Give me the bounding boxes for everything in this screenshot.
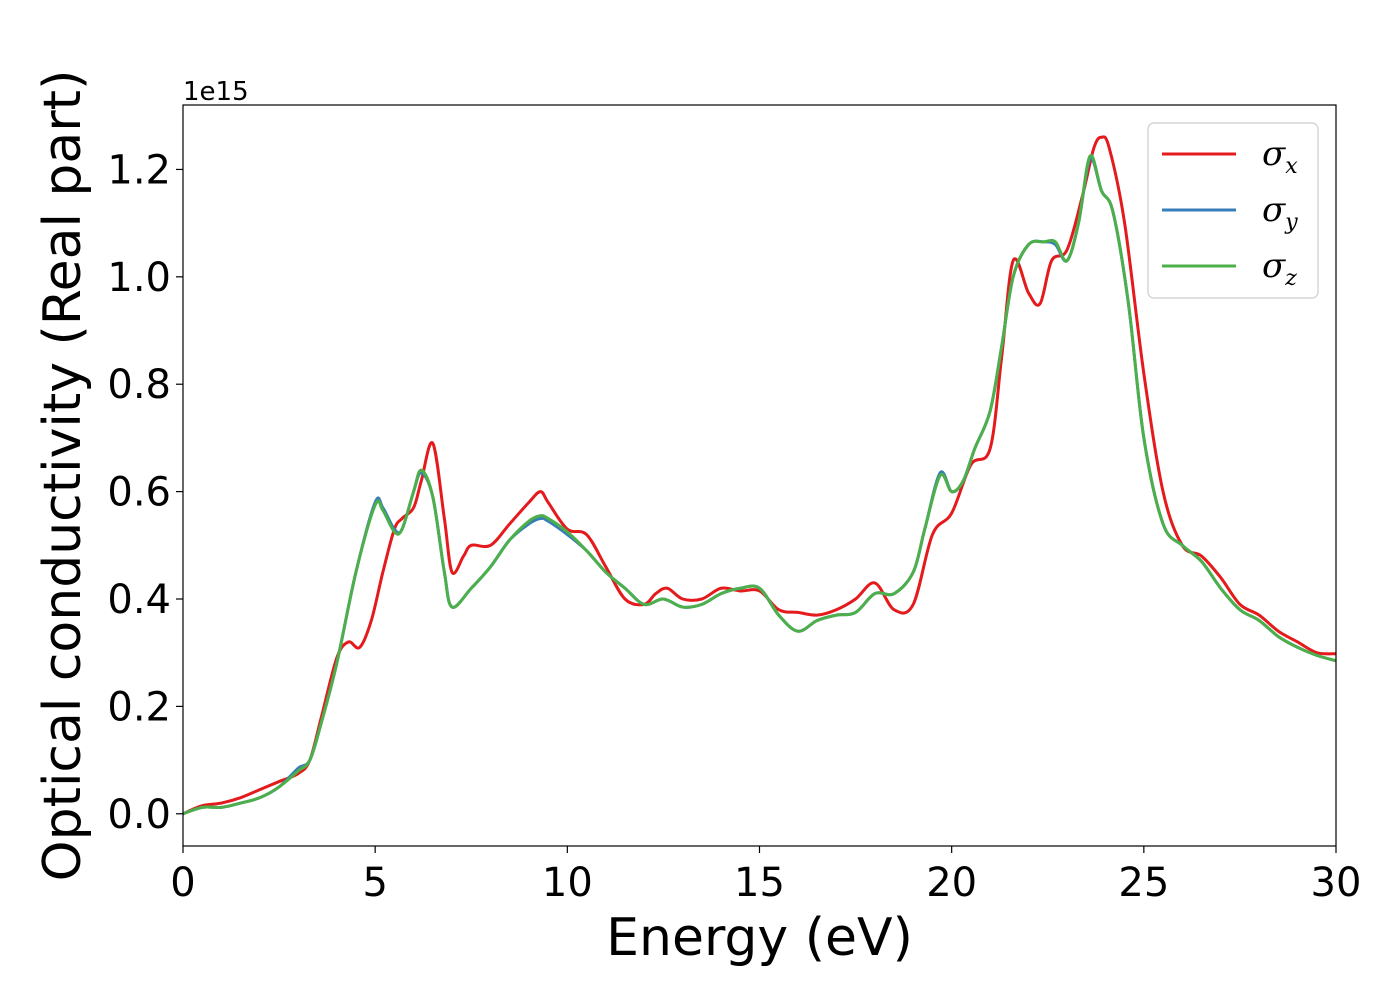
y-tick-label: 0.2 [107, 684, 171, 730]
x-tick-label: 15 [734, 860, 785, 906]
y-offset-label: 1e15 [183, 77, 249, 107]
series-line-z [183, 154, 1336, 816]
y-tick-label: 0.4 [107, 577, 171, 623]
legend-label-z: σz [1262, 246, 1297, 291]
y-axis-label: Optical conductivity (Real part) [33, 70, 93, 882]
x-axis: 0 5 10 15 20 25 30 [170, 846, 1361, 906]
series-line-x [183, 135, 1336, 816]
x-tick-label: 30 [1311, 860, 1362, 906]
legend-label-x: σx [1262, 134, 1298, 179]
x-tick-label: 5 [362, 860, 387, 906]
x-tick-label: 20 [926, 860, 977, 906]
x-tick-label: 0 [170, 860, 195, 906]
legend: σx σy σz [1147, 122, 1319, 299]
y-tick-label: 1.0 [107, 255, 171, 301]
x-tick-label: 10 [542, 860, 593, 906]
y-tick-label: 1.2 [107, 147, 171, 193]
y-tick-label: 0.0 [107, 792, 171, 838]
y-tick-label: 0.6 [107, 470, 171, 516]
x-axis-label: Energy (eV) [606, 908, 913, 968]
series-layer [183, 135, 1336, 816]
x-tick-label: 25 [1118, 860, 1169, 906]
legend-label-y: σy [1262, 190, 1298, 235]
y-axis: 0.0 0.2 0.4 0.6 0.8 1.0 1.2 [107, 147, 183, 838]
y-tick-label: 0.8 [107, 362, 171, 408]
